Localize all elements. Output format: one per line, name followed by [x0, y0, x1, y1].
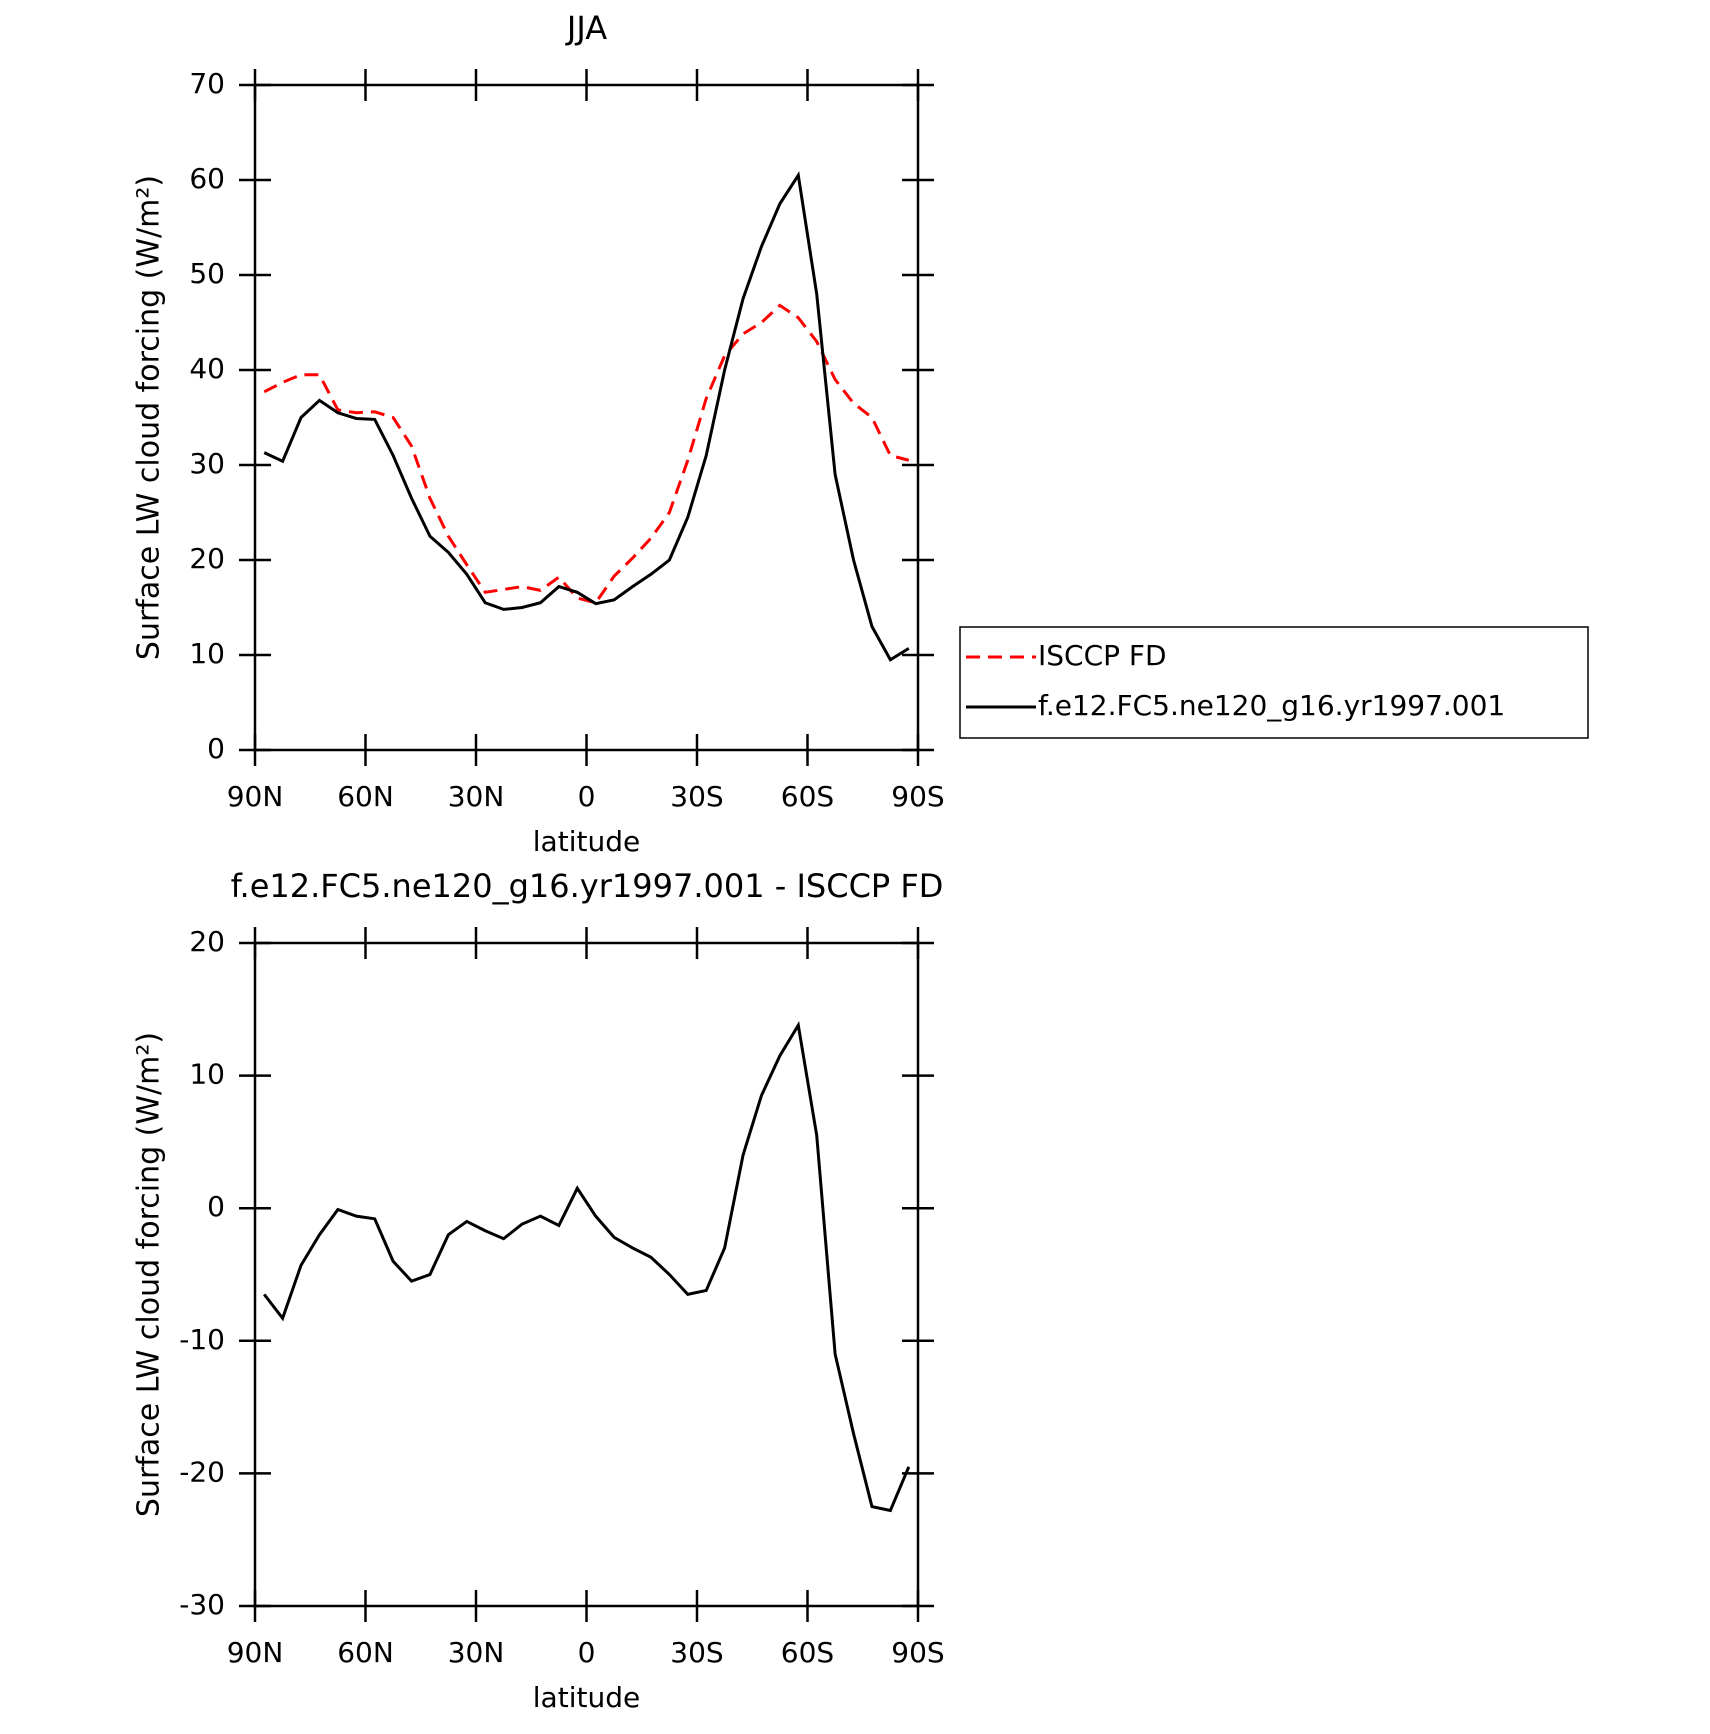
- y-axis-label: Surface LW cloud forcing (W/m²): [132, 1032, 167, 1517]
- legend-label: ISCCP FD: [1038, 639, 1167, 672]
- x-tick-label: 30S: [670, 1636, 723, 1669]
- chart-title: f.e12.FC5.ne120_g16.yr1997.001 - ISCCP F…: [231, 867, 944, 905]
- data-line: [263, 171, 910, 662]
- y-tick-label: 10: [189, 637, 225, 670]
- y-tick-label: 50: [189, 257, 225, 290]
- y-tick-label: -30: [179, 1588, 225, 1621]
- y-tick-label: 60: [189, 162, 225, 195]
- legend-label: f.e12.FC5.ne120_g16.yr1997.001: [1038, 689, 1505, 722]
- x-tick-label: 90N: [227, 1636, 284, 1669]
- y-tick-label: 0: [207, 732, 225, 765]
- x-tick-label: 90S: [891, 1636, 944, 1669]
- x-tick-label: 0: [578, 1636, 596, 1669]
- y-tick-label: 30: [189, 447, 225, 480]
- x-tick-label: 90S: [891, 780, 944, 813]
- x-axis-label: latitude: [533, 1681, 640, 1714]
- data-line: [263, 1020, 911, 1513]
- x-tick-label: 0: [578, 780, 596, 813]
- x-tick-label: 30N: [448, 1636, 505, 1669]
- x-axis-label: latitude: [533, 825, 640, 858]
- y-tick-label: 20: [189, 542, 225, 575]
- plot-frame: [253, 941, 920, 1608]
- x-tick-label: 60S: [781, 1636, 834, 1669]
- x-tick-label: 60N: [337, 780, 394, 813]
- x-tick-label: 60N: [337, 1636, 394, 1669]
- y-tick-label: -10: [179, 1323, 225, 1356]
- y-axis-label: Surface LW cloud forcing (W/m²): [132, 175, 167, 660]
- y-tick-label: 20: [189, 925, 225, 958]
- y-tick-label: 0: [207, 1190, 225, 1223]
- legend-box: [959, 626, 1589, 739]
- x-tick-label: 30N: [448, 780, 505, 813]
- x-tick-label: 60S: [781, 780, 834, 813]
- y-tick-label: -20: [179, 1455, 225, 1488]
- y-tick-label: 40: [189, 352, 225, 385]
- plot-frame: [253, 83, 920, 752]
- chart-title: JJA: [565, 9, 607, 47]
- y-tick-label: 70: [189, 67, 225, 100]
- y-tick-label: 10: [189, 1058, 225, 1091]
- x-tick-label: 90N: [227, 780, 284, 813]
- data-line: [263, 303, 910, 605]
- x-tick-label: 30S: [670, 780, 723, 813]
